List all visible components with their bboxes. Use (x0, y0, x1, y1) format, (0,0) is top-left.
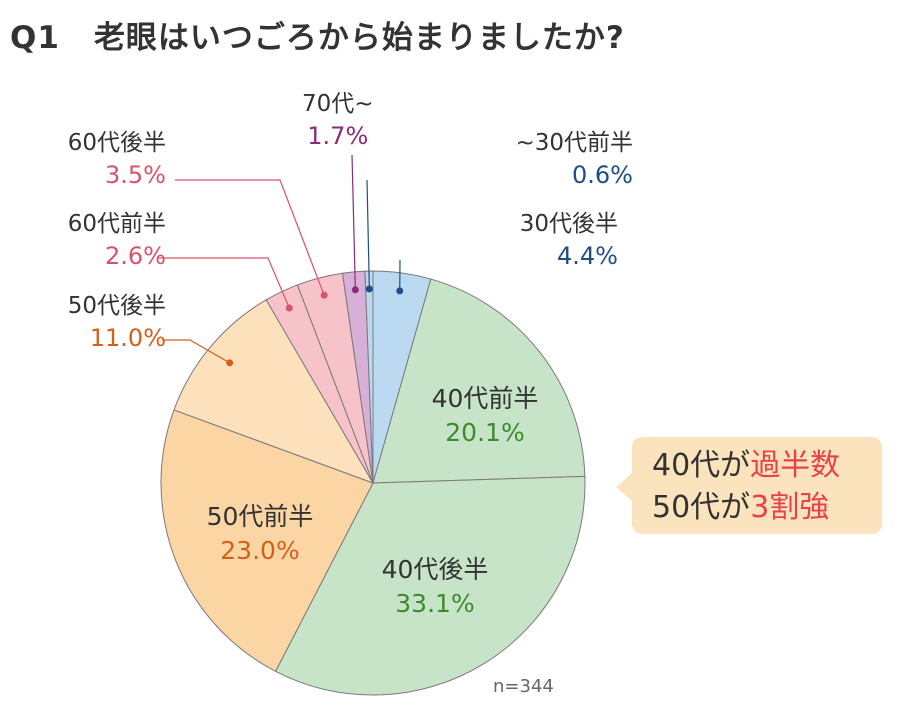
label-70s: 70代~ 1.7% (302, 91, 374, 150)
question-number: Q1 (10, 20, 60, 56)
label-early50s: 50代前半 23.0% (206, 502, 314, 565)
label-early60s: 60代前半 2.6% (67, 211, 166, 270)
label-early40s: 40代前半 20.1% (431, 384, 539, 447)
label-late40s: 40代後半 33.1% (381, 555, 489, 618)
leader-line-8 (366, 179, 370, 290)
leader-dot-8 (365, 285, 373, 293)
label-early30s: ~30代前半 0.6% (515, 130, 633, 189)
leader-line-7 (351, 154, 356, 290)
leader-dot-6 (320, 291, 328, 299)
label-late30s: 30代後半 4.4% (519, 211, 618, 270)
leader-line-6 (175, 179, 325, 296)
question-text: 老眼はいつごろから始まりましたか? (93, 20, 625, 56)
leader-line-5 (158, 257, 290, 309)
label-late50s: 50代後半 11.0% (67, 293, 166, 352)
leader-dot-7 (351, 286, 359, 294)
label-late60s: 60代後半 3.5% (67, 130, 166, 189)
chart-title: Q1 老眼はいつごろから始まりましたか? (10, 12, 625, 57)
leader-dot-4 (226, 359, 234, 367)
leader-line-4 (162, 339, 230, 364)
pie-slice-2 (274, 475, 586, 696)
sample-size: n=344 (493, 676, 554, 697)
pie-slice-4 (173, 299, 375, 484)
leader-dot-0 (396, 287, 404, 295)
callout-bubble: 40代が過半数 50代が3割強 (616, 437, 882, 534)
leader-dot-5 (285, 304, 293, 312)
pie-slice-1 (372, 278, 586, 484)
pie-slice-3 (160, 409, 374, 672)
